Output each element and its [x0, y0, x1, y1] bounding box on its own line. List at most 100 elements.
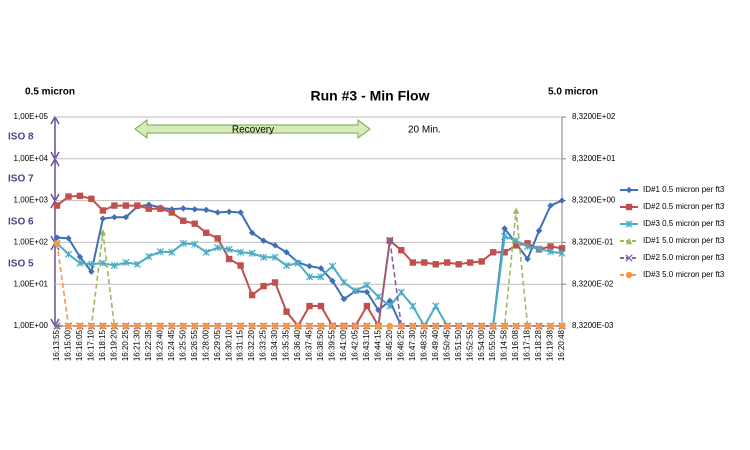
y2-tick-label: 8,3200E-01	[572, 238, 614, 247]
marker	[398, 247, 405, 254]
x-tick-label: 16:32:20	[247, 329, 256, 361]
marker	[306, 322, 313, 330]
iso-label: ISO 8	[8, 132, 34, 143]
marker	[271, 253, 279, 261]
marker	[455, 261, 462, 268]
marker	[87, 260, 96, 268]
marker	[168, 209, 175, 216]
marker	[512, 207, 520, 214]
legend-marker	[625, 237, 633, 245]
marker	[558, 249, 566, 257]
marker	[99, 215, 107, 222]
marker	[191, 206, 198, 213]
x-tick-label: 16:19:38	[546, 329, 555, 361]
marker	[397, 288, 405, 296]
marker	[558, 322, 566, 330]
x-tick-label: 16:14:58	[500, 329, 509, 361]
marker	[547, 243, 554, 250]
marker	[432, 302, 440, 310]
x-tick-label: 16:51:50	[454, 329, 463, 361]
marker	[271, 242, 279, 249]
legend-marker	[625, 203, 633, 211]
marker	[53, 202, 61, 209]
marker	[501, 249, 508, 256]
x-tick-label: 16:15:00	[64, 329, 73, 361]
marker	[99, 229, 107, 236]
x-tick-label: 16:43:10	[362, 329, 371, 361]
y2-tick-label: 8,3200E+00	[572, 196, 616, 205]
marker	[421, 322, 428, 330]
marker	[409, 322, 416, 330]
x-tick-label: 16:31:15	[236, 329, 245, 361]
marker	[88, 322, 95, 330]
marker	[409, 302, 417, 310]
marker	[340, 295, 348, 303]
marker	[145, 322, 153, 330]
x-tick-label: 16:45:20	[385, 329, 394, 361]
marker	[110, 261, 119, 270]
marker	[122, 322, 130, 330]
marker	[260, 237, 267, 244]
marker	[203, 229, 210, 236]
marker	[214, 322, 221, 330]
marker	[375, 322, 382, 330]
series	[53, 240, 566, 330]
marker	[76, 259, 84, 267]
marker	[501, 322, 508, 330]
marker	[237, 209, 244, 216]
marker	[168, 322, 175, 330]
marker	[294, 259, 302, 267]
marker	[248, 229, 256, 236]
marker	[398, 322, 405, 330]
marker	[157, 205, 164, 212]
marker	[122, 202, 130, 209]
x-tick-label: 16:26:55	[190, 329, 199, 361]
iso-label: ISO 6	[8, 217, 34, 228]
marker	[282, 261, 291, 270]
marker	[466, 259, 474, 266]
marker	[202, 248, 210, 256]
marker	[558, 245, 566, 252]
x-tick-label: 16:17:10	[87, 329, 96, 361]
recovery-label: Recovery	[232, 125, 274, 136]
x-tick-label: 16:13:55	[52, 329, 61, 361]
marker	[305, 273, 314, 281]
marker	[512, 237, 520, 245]
marker	[363, 281, 371, 289]
marker	[64, 250, 73, 258]
marker	[386, 236, 394, 245]
marker	[535, 322, 543, 330]
x-tick-label: 16:21:30	[132, 329, 141, 361]
marker	[53, 240, 61, 247]
marker	[53, 234, 61, 241]
marker	[409, 259, 416, 266]
marker	[76, 253, 84, 261]
y2-tick-label: 8,3200E-02	[572, 279, 614, 288]
legend-label: ID#2 5.0 micron per ft3	[643, 253, 725, 262]
y-tick-label: 1,00E+02	[14, 238, 49, 247]
marker	[340, 322, 348, 330]
x-tick-label: 16:23:40	[155, 329, 164, 361]
marker	[214, 209, 221, 216]
y-tick-label: 1,00E+03	[14, 196, 49, 205]
marker	[191, 240, 199, 248]
x-tick-label: 16:38:50	[316, 329, 325, 361]
y2-axis-label: 5.0 micron	[548, 87, 598, 98]
marker	[111, 322, 118, 330]
x-tick-label: 16:54:00	[477, 329, 486, 361]
marker	[317, 265, 325, 272]
x-tick-label: 16:29:05	[213, 329, 222, 361]
marker	[363, 302, 371, 310]
legend-label: ID#2 0.5 micron per ft3	[643, 202, 725, 211]
marker	[111, 214, 118, 221]
marker	[432, 322, 439, 330]
y-tick-label: 1,00E+01	[14, 279, 49, 288]
marker	[317, 322, 325, 330]
legend-label: ID#1 0.5 micron per ft3	[643, 185, 725, 194]
marker	[524, 322, 531, 330]
marker	[156, 248, 164, 256]
legend-label: ID#1 5.0 micron per ft3	[643, 236, 725, 245]
x-tick-label: 16:47:30	[408, 329, 417, 361]
marker	[88, 268, 95, 275]
